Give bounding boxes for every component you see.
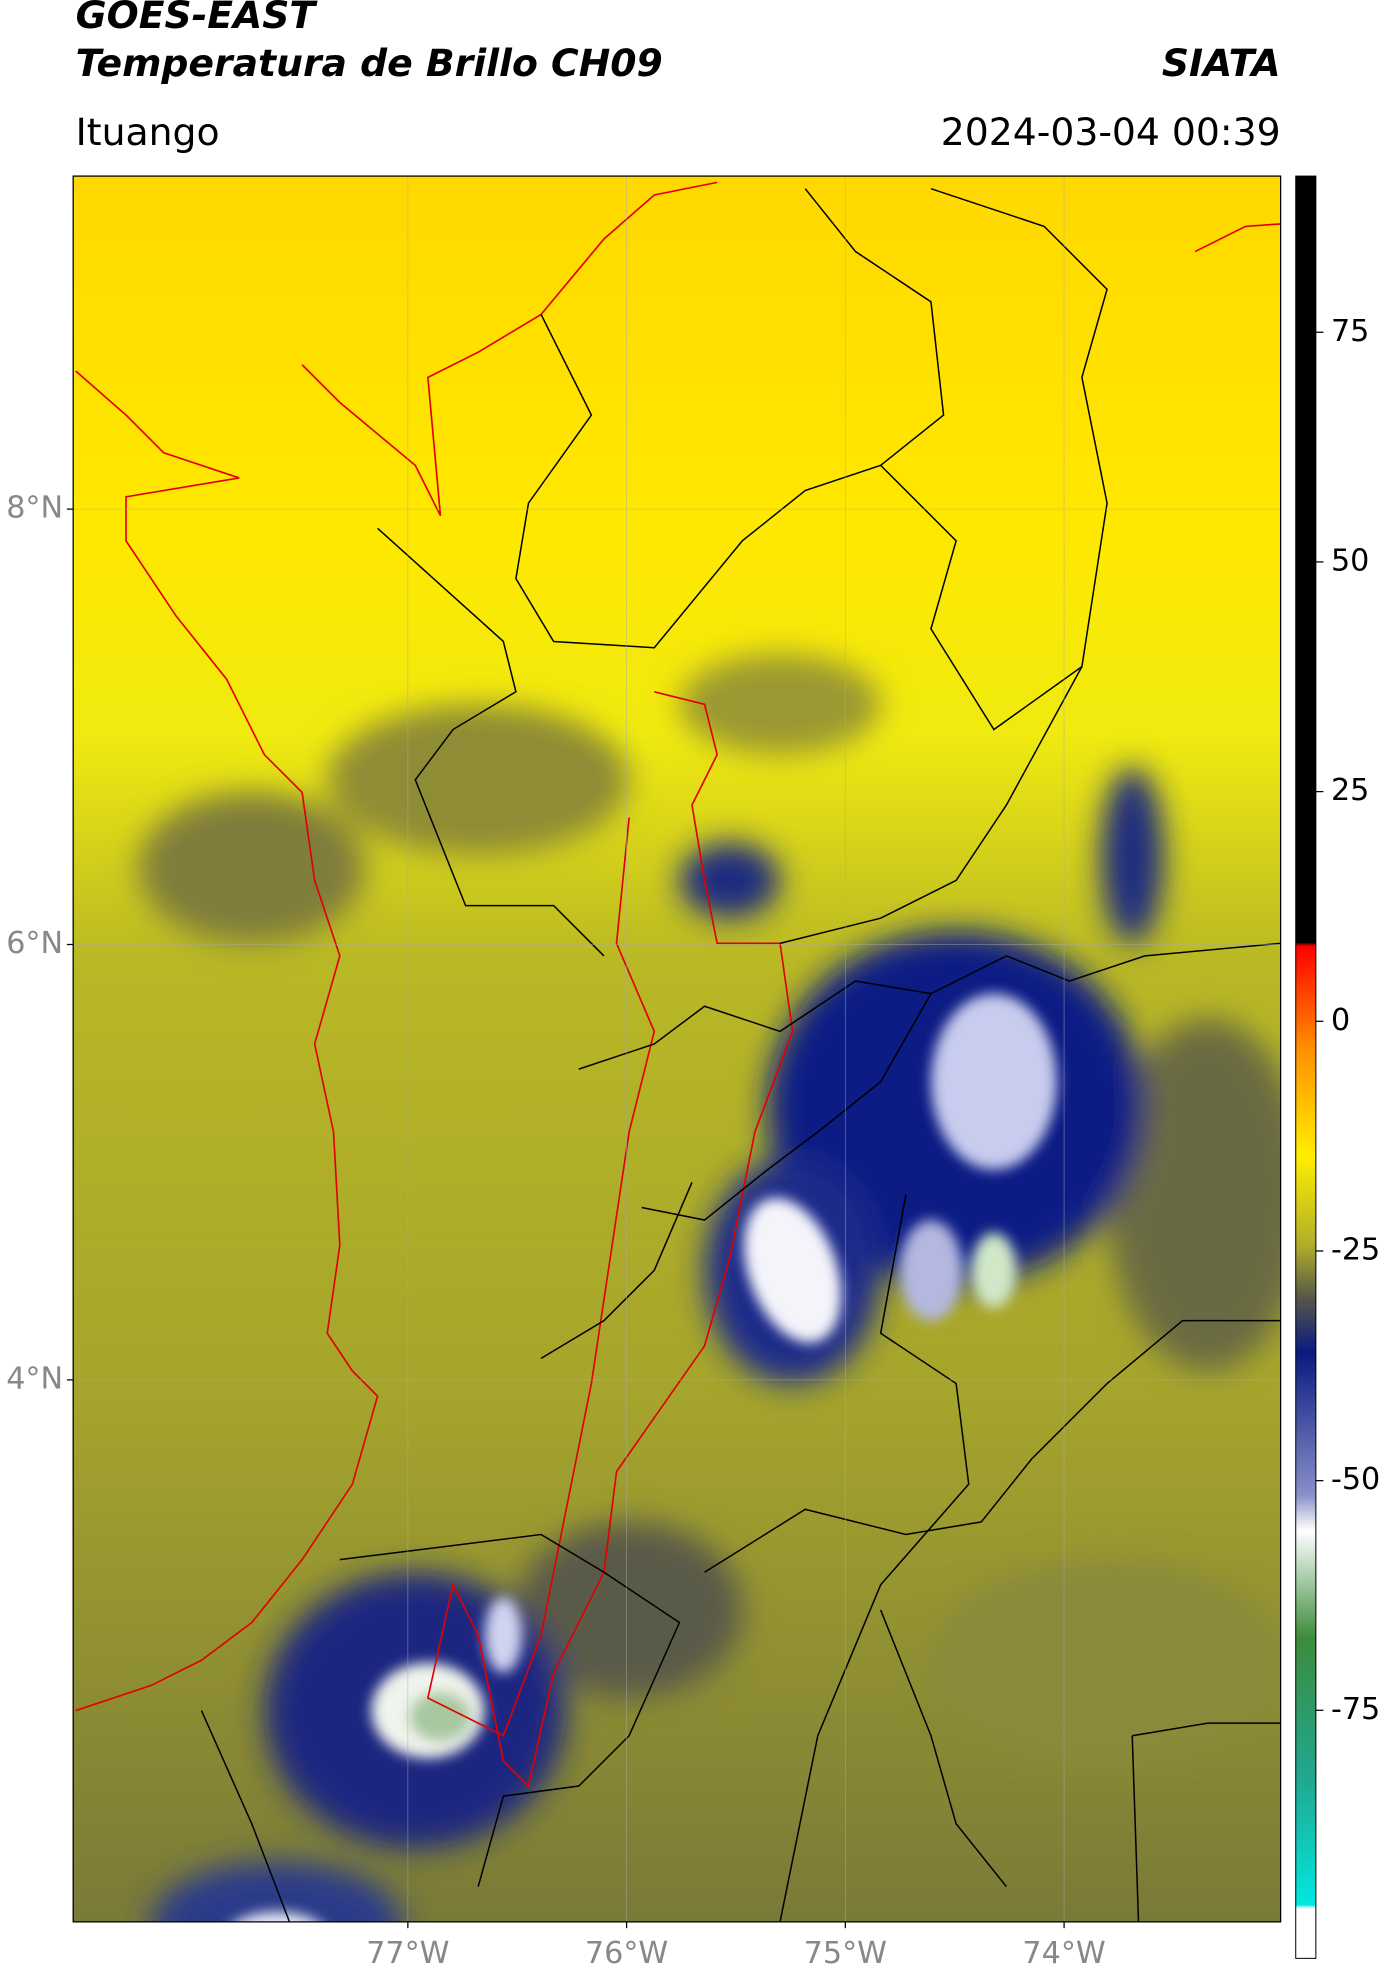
colorbar-tick-label: 0 [1331, 1003, 1350, 1038]
colorbar-tick-label: -75 [1331, 1692, 1380, 1727]
map-frame [72, 175, 1282, 1923]
colorbar-tick-label: 50 [1331, 543, 1369, 578]
y-tick-label: 6°N [6, 926, 63, 961]
colorbar-tick-label: 75 [1331, 314, 1369, 349]
y-tick-label: 4°N [6, 1361, 63, 1396]
x-tick-label: 77°W [366, 1936, 449, 1971]
datetime: 2024-03-04 00:39 [941, 110, 1281, 154]
x-tick-label: 74°W [1022, 1936, 1105, 1971]
x-tick-label: 75°W [804, 1936, 887, 1971]
y-tick-label: 8°N [6, 491, 63, 526]
x-tick-label: 76°W [585, 1936, 668, 1971]
map-image [73, 176, 1281, 1922]
colorbar-tick-label: -25 [1331, 1232, 1380, 1267]
colorbar [1295, 175, 1317, 1959]
colorbar-tick-label: -50 [1331, 1462, 1380, 1497]
subtitle: Temperatura de Brillo CH09 [76, 41, 663, 85]
brand: SIATA [1162, 41, 1281, 85]
location: Ituango [76, 110, 220, 154]
title: GOES-EAST [76, 0, 319, 37]
colorbar-tick-label: 25 [1331, 773, 1369, 808]
